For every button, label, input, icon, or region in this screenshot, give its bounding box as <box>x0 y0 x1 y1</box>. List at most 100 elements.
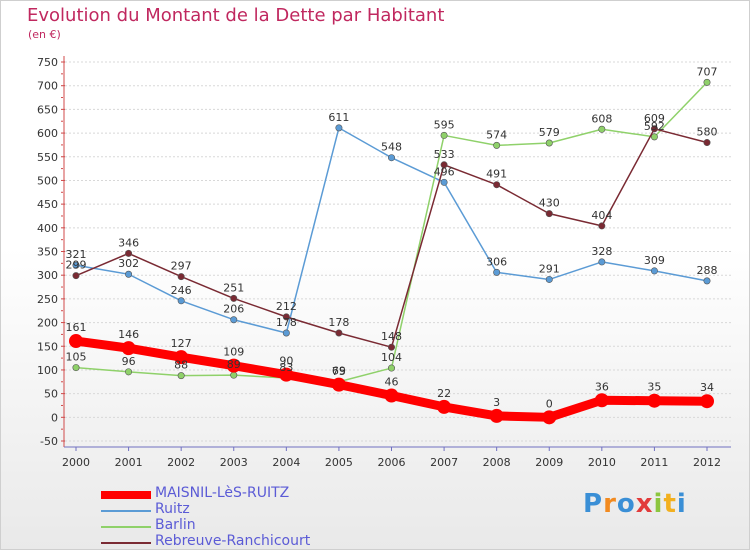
data-label: 36 <box>595 380 609 393</box>
logo-letter: P <box>583 489 604 519</box>
data-label: 580 <box>697 126 718 139</box>
legend-label: Barlin <box>155 517 196 533</box>
data-point <box>230 371 238 379</box>
data-label: 3 <box>493 396 500 409</box>
data-point <box>177 372 185 380</box>
y-tick-label: -50 <box>40 435 58 448</box>
y-tick-label: 200 <box>37 317 58 330</box>
data-point <box>69 334 83 349</box>
data-label: 404 <box>591 209 612 222</box>
data-point <box>650 267 658 275</box>
data-point <box>174 350 189 365</box>
data-label: 548 <box>381 141 402 154</box>
data-label: 430 <box>539 197 560 210</box>
data-label: 35 <box>647 381 661 394</box>
data-point <box>493 268 501 276</box>
legend-swatch <box>101 526 151 528</box>
data-label: 146 <box>118 328 139 341</box>
data-label: 302 <box>118 257 139 270</box>
data-point <box>230 294 238 302</box>
data-point <box>387 364 395 372</box>
series-line <box>75 128 708 348</box>
logo-letter: t <box>663 489 677 519</box>
logo-letter: i <box>676 489 687 519</box>
data-label: 533 <box>434 148 455 161</box>
data-point <box>125 368 133 376</box>
data-label: 161 <box>66 321 87 334</box>
data-point <box>72 364 80 372</box>
data-label: 178 <box>276 316 297 329</box>
data-label: 609 <box>644 112 665 125</box>
legend-label: MAISNIL-LèS-RUITZ <box>155 485 290 501</box>
proxiti-logo: Proxiti <box>583 489 687 519</box>
data-label: 306 <box>486 255 507 268</box>
data-point <box>387 154 395 162</box>
data-label: 496 <box>434 165 455 178</box>
data-label: 83 <box>279 361 293 374</box>
data-point <box>226 358 241 373</box>
y-tick-label: 600 <box>37 127 58 140</box>
data-point <box>72 261 80 269</box>
y-tick-label: 400 <box>37 222 58 235</box>
data-point <box>700 394 714 409</box>
data-point <box>489 408 504 423</box>
data-point <box>177 273 185 281</box>
data-point <box>121 341 136 356</box>
x-tick-label: 2004 <box>272 456 300 469</box>
data-label: 491 <box>486 168 507 181</box>
data-label: 328 <box>591 245 612 258</box>
data-point <box>598 258 606 266</box>
data-label: 297 <box>171 260 192 273</box>
data-label: 592 <box>644 120 665 133</box>
data-label: 611 <box>328 111 349 124</box>
legend-label: Rebreuve-Ranchicourt <box>155 533 311 549</box>
data-point <box>384 388 399 403</box>
x-tick-label: 2008 <box>483 456 511 469</box>
data-point <box>437 399 452 414</box>
data-point <box>230 316 238 324</box>
y-tick-label: 300 <box>37 269 58 282</box>
data-point <box>545 210 553 218</box>
data-label: 246 <box>171 284 192 297</box>
data-point <box>493 181 501 189</box>
y-tick-label: 150 <box>37 340 58 353</box>
data-point <box>545 275 553 283</box>
data-point <box>335 329 343 337</box>
data-point <box>440 178 448 186</box>
data-point <box>440 161 448 169</box>
y-tick-label: 750 <box>37 56 58 69</box>
data-label: 291 <box>539 262 560 275</box>
y-tick-label: 100 <box>37 364 58 377</box>
data-point <box>542 410 557 425</box>
data-label: 178 <box>328 316 349 329</box>
data-point <box>650 125 658 133</box>
data-label: 707 <box>697 65 718 78</box>
data-label: 579 <box>539 126 560 139</box>
logo-letter: i <box>653 489 664 519</box>
data-label: 251 <box>223 281 244 294</box>
data-label: 127 <box>171 337 192 350</box>
y-tick-label: 650 <box>37 103 58 116</box>
data-label: 574 <box>486 128 507 141</box>
data-label: 88 <box>174 359 188 372</box>
x-tick-label: 2005 <box>325 456 353 469</box>
data-point <box>177 297 185 305</box>
data-label: 22 <box>437 387 451 400</box>
y-tick-label: 700 <box>37 80 58 93</box>
data-label: 206 <box>223 303 244 316</box>
data-label: 288 <box>697 264 718 277</box>
data-point <box>703 277 711 285</box>
x-tick-label: 2006 <box>378 456 406 469</box>
data-point <box>545 139 553 147</box>
data-point <box>703 139 711 147</box>
data-label: 105 <box>66 351 87 364</box>
data-point <box>598 222 606 230</box>
x-tick-label: 2001 <box>115 456 143 469</box>
x-tick-label: 2002 <box>167 456 195 469</box>
x-tick-label: 2007 <box>430 456 458 469</box>
data-point <box>703 78 711 86</box>
logo-letter: r <box>603 489 617 519</box>
data-point <box>282 329 290 337</box>
